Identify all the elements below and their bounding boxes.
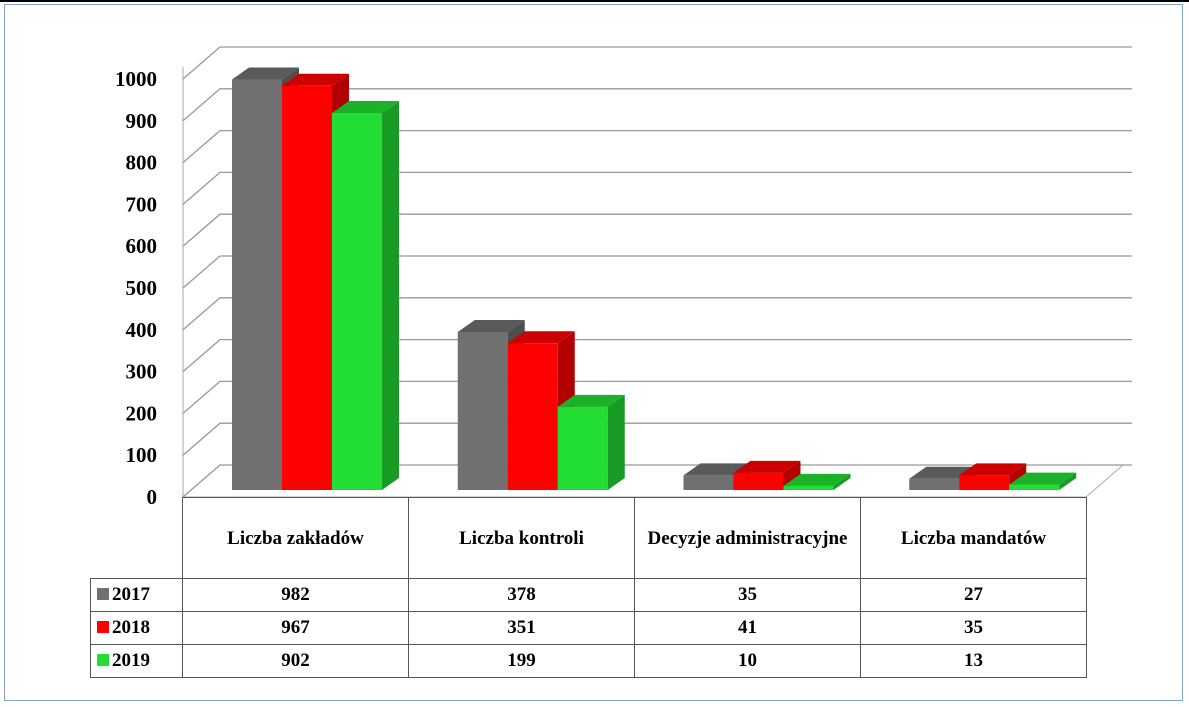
legend-key — [97, 621, 109, 633]
bar-top — [282, 73, 349, 86]
chart-frame — [4, 4, 1183, 701]
top-border — [0, 0, 1189, 2]
bar-front — [507, 343, 558, 490]
grid-line — [182, 297, 1132, 331]
bar-front — [733, 472, 784, 490]
legend-label: 2018 — [112, 617, 150, 638]
bar-front — [959, 475, 1010, 490]
bar-front — [457, 331, 508, 490]
category-label: Liczba mandatów — [900, 527, 1047, 549]
bar-top — [457, 319, 525, 332]
value-cell: 35 — [860, 611, 1087, 645]
header-row: Liczba zakładów Liczba kontroli Decyzje ad… — [91, 497, 1087, 579]
legend-cell: 2018 — [90, 611, 183, 645]
legend-label: 2017 — [112, 584, 150, 605]
bar-front — [783, 485, 834, 490]
y-tick-label: 800 — [126, 151, 158, 175]
category-cell: Liczba mandatów — [860, 497, 1087, 579]
bar-top — [683, 463, 751, 476]
value-cell: 967 — [182, 611, 409, 645]
y-tick-label: 200 — [126, 401, 158, 425]
corner-cell — [91, 498, 183, 579]
bar-top — [1009, 472, 1077, 485]
bar-top — [232, 67, 299, 80]
y-tick-label: 0 — [147, 485, 158, 509]
legend-label: 2019 — [112, 650, 150, 671]
category-cell: Liczba zakładów — [182, 497, 409, 579]
y-tick-label: 700 — [126, 192, 158, 216]
legend-key — [97, 654, 109, 666]
bar-front — [909, 478, 960, 490]
value-cell: 10 — [634, 644, 861, 678]
value-cell: 41 — [634, 611, 861, 645]
grid-line — [182, 129, 1132, 164]
data-table: Liczba zakładów Liczba kontroli Decyzje ad… — [90, 497, 1087, 678]
category-label: Liczba kontroli — [459, 527, 584, 549]
grid-line — [182, 380, 1132, 414]
bar-side — [833, 473, 851, 490]
y-tick-label: 500 — [126, 276, 158, 300]
value-cell: 35 — [634, 578, 861, 612]
grid-line — [182, 88, 1132, 122]
value-cell: 27 — [860, 578, 1087, 612]
bar — [733, 460, 801, 490]
bar-top — [783, 473, 851, 486]
category-cell: Liczba kontroli — [408, 497, 635, 579]
value-cell: 351 — [408, 611, 635, 645]
y-tick-label: 1000 — [115, 67, 157, 91]
bar — [507, 331, 575, 490]
bar-top — [507, 331, 575, 344]
y-tick-label: 900 — [126, 109, 158, 133]
category-label: Decyzje administracyjne — [647, 527, 848, 549]
series-row: 2018 967 351 41 35 — [90, 611, 1087, 645]
bar — [332, 100, 399, 491]
y-tick-label: 600 — [126, 234, 158, 258]
grid-line — [182, 422, 1132, 456]
grid-line — [182, 46, 1132, 80]
grid-line — [182, 255, 1132, 289]
bar-side — [783, 460, 801, 490]
bar-front — [557, 406, 608, 490]
bar — [557, 394, 625, 490]
series-row: 2019 902 199 10 13 — [90, 644, 1087, 678]
bar-top — [733, 460, 801, 473]
bar — [783, 473, 851, 490]
bar-side — [382, 100, 399, 491]
bar-front — [1009, 484, 1060, 490]
value-cell: 982 — [182, 578, 409, 612]
legend-key — [97, 588, 109, 600]
bar-top — [557, 394, 625, 407]
value-cell: 199 — [408, 644, 635, 678]
bar-top — [332, 100, 399, 113]
legend-cell: 2017 — [90, 578, 183, 612]
y-tick-label: 400 — [126, 318, 158, 342]
grid-line — [182, 171, 1132, 205]
bar-front — [232, 79, 282, 491]
bar-front — [332, 112, 382, 491]
value-cell: 378 — [408, 578, 635, 612]
bar — [1009, 472, 1077, 490]
grid-line — [182, 464, 1132, 498]
grid-line — [182, 213, 1132, 247]
bar-front — [282, 85, 332, 490]
bar-front — [683, 475, 734, 490]
y-tick-label: 100 — [126, 443, 158, 467]
legend-cell: 2019 — [90, 644, 183, 678]
bar-top — [959, 463, 1027, 476]
series-row: 2017 982 378 35 27 — [90, 578, 1087, 612]
bar-side — [607, 394, 625, 490]
category-cell: Decyzje administracyjne — [634, 497, 861, 579]
value-cell: 13 — [860, 644, 1087, 678]
grid-line — [182, 338, 1132, 373]
value-cell: 902 — [182, 644, 409, 678]
y-tick-label: 300 — [126, 360, 158, 384]
category-label: Liczba zakładów — [227, 527, 364, 549]
bar — [959, 463, 1027, 490]
bar-side — [1059, 472, 1077, 490]
